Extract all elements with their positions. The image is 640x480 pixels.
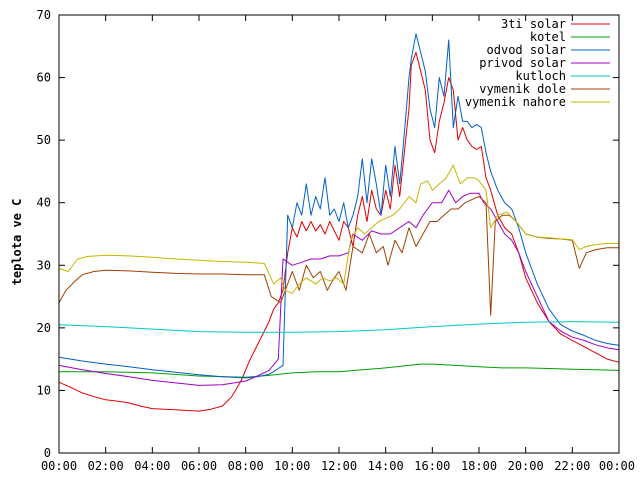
series-line-odvod-solar xyxy=(58,33,620,379)
x-tick-label: 02:00 xyxy=(88,459,124,473)
series-lines xyxy=(58,33,620,412)
y-axis-label: teplota ve C xyxy=(10,199,24,286)
legend-label: privod solar xyxy=(479,56,566,70)
series-line-privod-solar xyxy=(58,189,620,386)
tick-labels: 0 10 20 30 40 50 60 70 00:00 02:00 04:00 06:00 08:00… xyxy=(37,8,635,473)
x-tick-label: 10:00 xyxy=(274,459,310,473)
x-tick-label: 12:00 xyxy=(321,459,357,473)
x-tick-label: 06:00 xyxy=(181,459,217,473)
legend-label: 3ti solar xyxy=(501,17,566,31)
legend-label: odvod solar xyxy=(487,43,566,57)
legend-label: kutloch xyxy=(515,69,566,83)
series-line-vymenik-nahore xyxy=(58,164,619,294)
y-tick-label: 0 xyxy=(44,446,51,460)
x-tick-label: 18:00 xyxy=(461,459,497,473)
x-tick-label: 22:00 xyxy=(554,459,590,473)
x-tick-label: 14:00 xyxy=(368,459,404,473)
legend-label: vymenik dole xyxy=(479,82,566,96)
y-tick-label: 60 xyxy=(37,71,51,85)
y-tick-label: 70 xyxy=(37,8,51,22)
plot-frame xyxy=(58,14,620,454)
y-tick-label: 50 xyxy=(37,133,51,147)
y-tick-label: 30 xyxy=(37,258,51,272)
x-tick-label: 04:00 xyxy=(134,459,170,473)
series-line-kutloch xyxy=(58,321,620,333)
axis-ticks xyxy=(58,14,620,454)
x-tick-label: 08:00 xyxy=(228,459,264,473)
y-tick-label: 40 xyxy=(37,196,51,210)
legend-label: kotel xyxy=(530,30,566,44)
y-tick-label: 20 xyxy=(37,321,51,335)
x-tick-label: 16:00 xyxy=(414,459,450,473)
legend-label: vymenik nahore xyxy=(465,95,566,109)
series-line-3ti-solar xyxy=(58,52,620,412)
y-tick-label: 10 xyxy=(37,383,51,397)
x-tick-label: 00:00 xyxy=(599,459,635,473)
x-tick-label: 20:00 xyxy=(508,459,544,473)
x-tick-label: 00:00 xyxy=(41,459,77,473)
